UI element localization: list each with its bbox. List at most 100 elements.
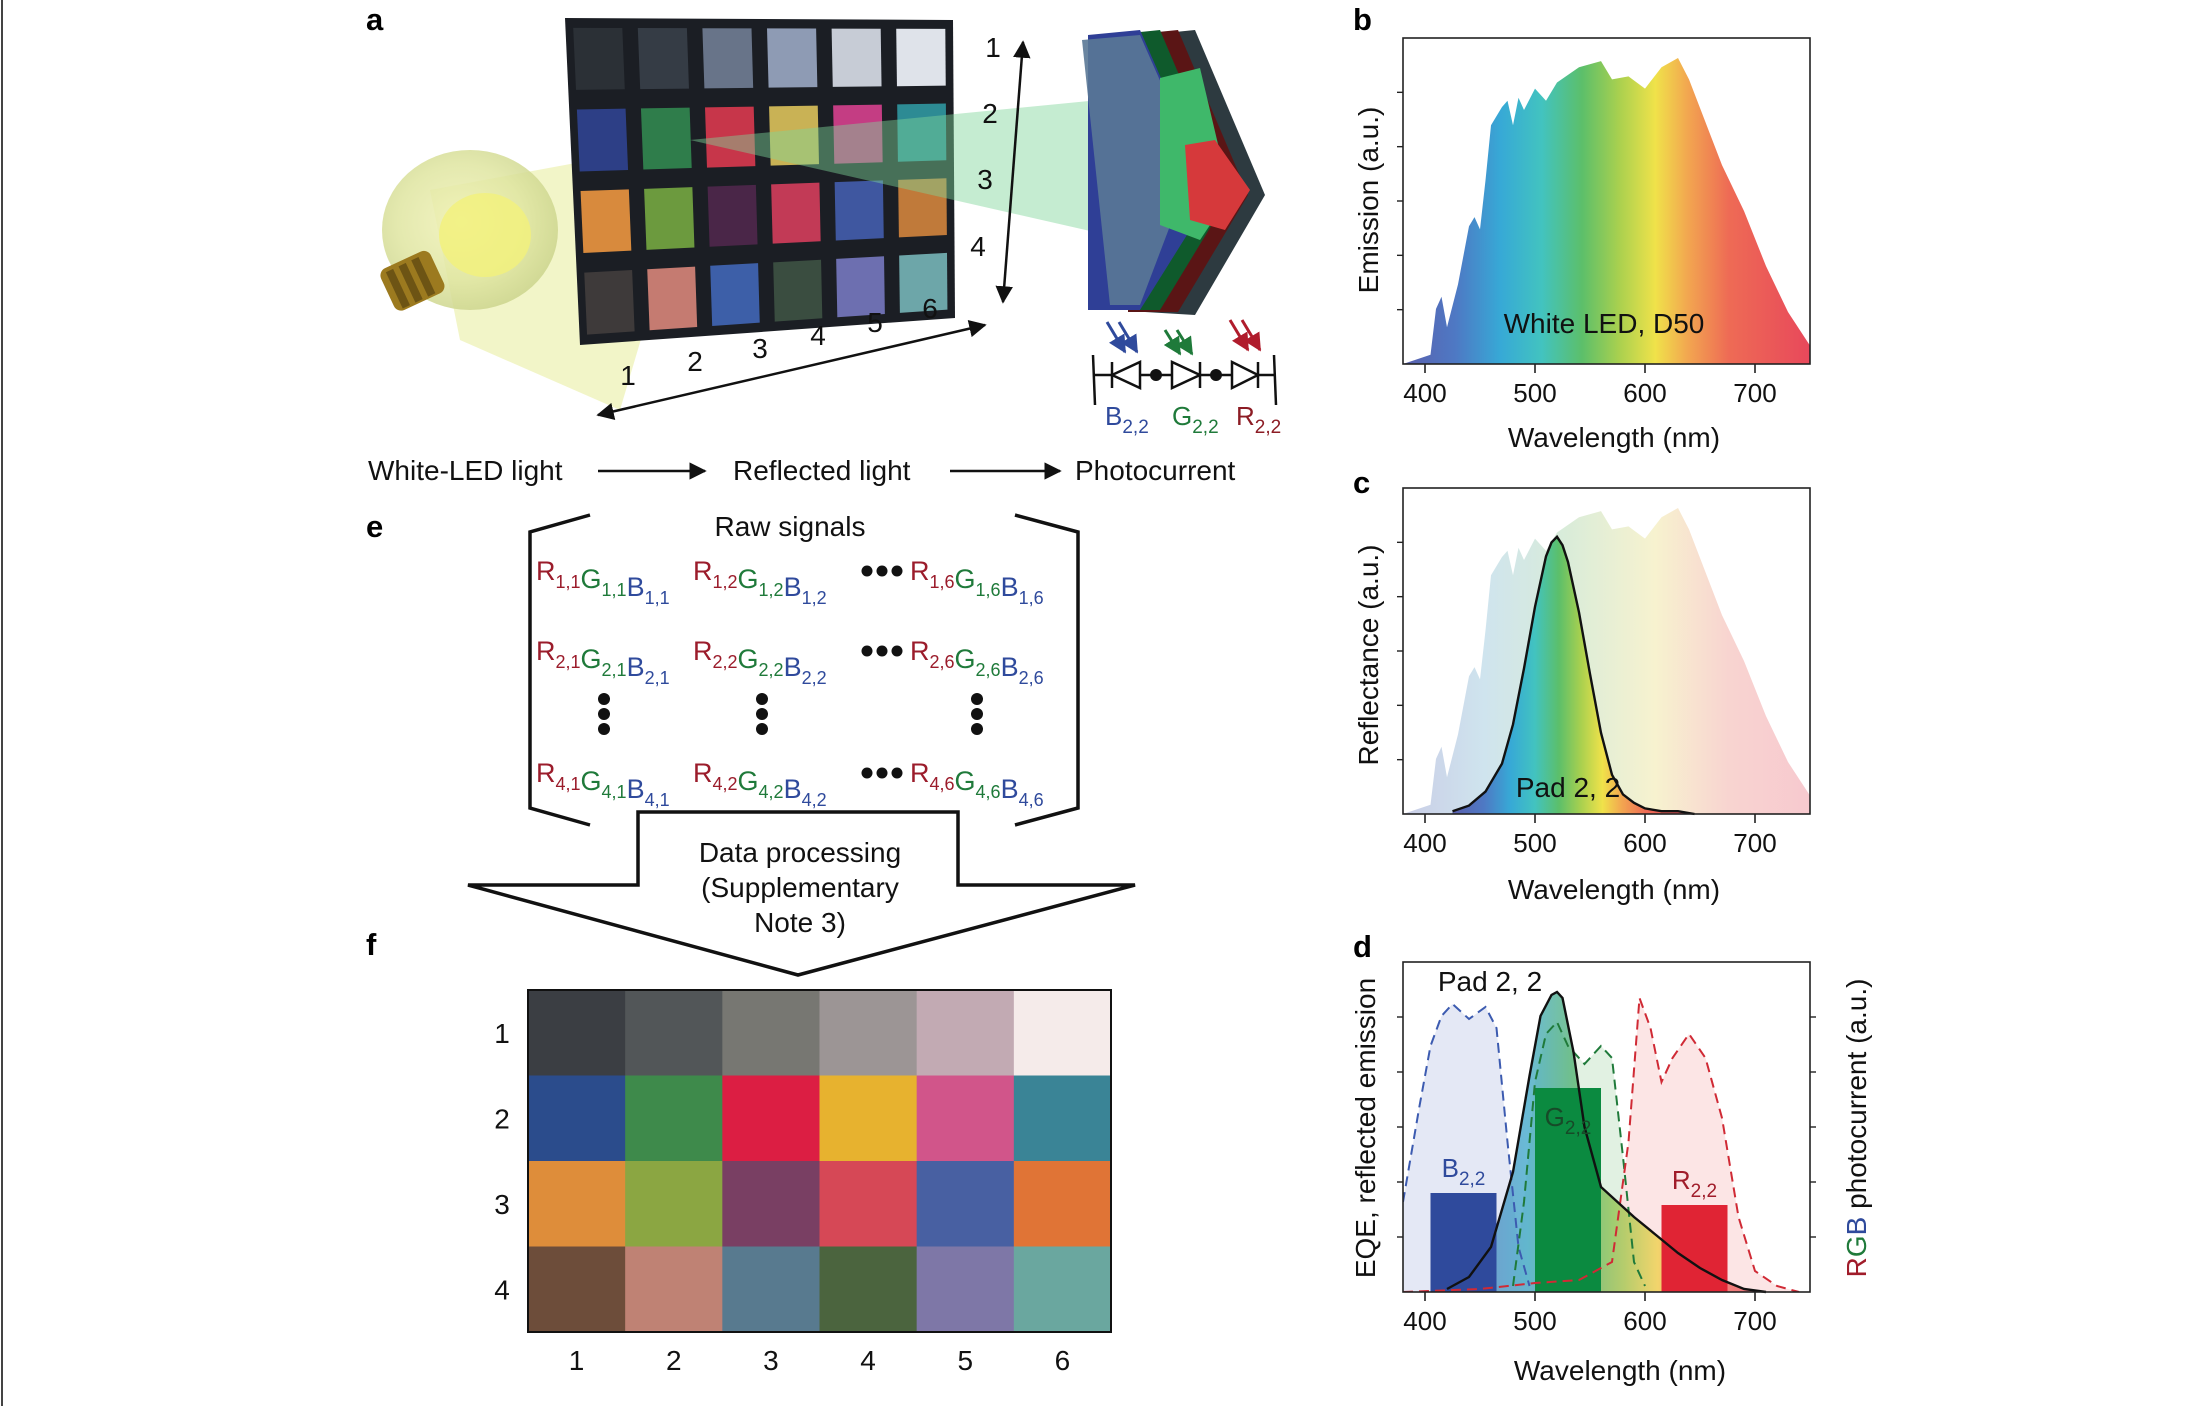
checker-tile [644, 187, 695, 250]
grid-row-label: 3 [494, 1189, 510, 1220]
panel-a: a 1 2 3 4 1 2 3 4 5 6 [366, 2, 1281, 486]
light-arrows-red [1228, 319, 1262, 352]
row-number-labels: 1 2 3 4 [970, 32, 1001, 262]
flow-white-led: White-LED light [368, 455, 563, 486]
row-number: 1 [985, 32, 1001, 63]
x-tick-label: 400 [1403, 378, 1446, 408]
color-checker-tiles [573, 27, 948, 335]
grid-cell [916, 1161, 1015, 1247]
eqe-x-label: Wavelength (nm) [1514, 1355, 1726, 1386]
grid-cell [916, 1075, 1015, 1162]
grid-col-label: 3 [763, 1345, 779, 1376]
signal-triplet: R4,2G4,2B4,2 [693, 758, 827, 810]
checker-tile [584, 270, 635, 335]
emission-x-label: Wavelength (nm) [1508, 422, 1720, 453]
signal-triplet: R1,2G1,2B1,2 [693, 556, 827, 608]
grid-row-label: 4 [494, 1274, 510, 1305]
eqe-annotation: Pad 2, 2 [1438, 966, 1542, 997]
checker-tile [898, 178, 947, 238]
horizontal-ellipsis-dot [876, 767, 888, 779]
signal-triplet: R2,2G2,2B2,2 [693, 636, 827, 688]
processing-text-1: Data processing [699, 837, 901, 868]
column-number: 6 [922, 293, 938, 324]
emission-annotation: White LED, D50 [1504, 308, 1705, 339]
panel-d: d 400 500 600 700 B2,2 G2,2 R2,2 EQE, reflecte… [1350, 929, 1872, 1386]
reflectance-fill [1452, 536, 1695, 814]
signal-triplet: R1,6G1,6B1,6 [910, 556, 1044, 608]
raw-signal-grid: R1,1G1,1B1,1 R1,2G1,2B1,2 R1,6G1,6B1,6 R2,1… [536, 556, 1044, 810]
x-tick-label: 600 [1623, 828, 1666, 858]
x-tick-label: 700 [1733, 828, 1776, 858]
circuit-node [1150, 369, 1162, 381]
checker-tile [771, 182, 821, 244]
processing-arrow [467, 810, 1136, 977]
grid-col-label: 2 [666, 1345, 682, 1376]
horizontal-ellipsis-dot [876, 565, 888, 577]
reflectance-y-label: Reflectance (a.u.) [1353, 545, 1384, 766]
photodetector-stack [1082, 30, 1265, 315]
column-number: 3 [752, 333, 768, 364]
checker-tile [767, 28, 818, 88]
horizontal-ellipsis-dot [861, 565, 873, 577]
grid-cell [722, 1075, 820, 1162]
panel-letter-b: b [1353, 2, 1372, 37]
column-number-labels: 1 2 3 4 5 6 [620, 293, 938, 391]
panel-letter-e: e [366, 509, 383, 544]
x-tick-label: 600 [1623, 378, 1666, 408]
col-axis-arrow [596, 320, 987, 420]
x-tick-label: 500 [1513, 378, 1556, 408]
panel-f: f 1 2 3 4 1 2 3 4 5 6 [366, 927, 1112, 1376]
horizontal-ellipsis-dot [861, 645, 873, 657]
grid-col-label: 4 [860, 1345, 876, 1376]
row-number: 4 [970, 231, 986, 262]
grid-cell [528, 990, 626, 1076]
eqe-green-curve [1512, 1020, 1646, 1287]
flow-photocurrent: Photocurrent [1075, 455, 1236, 486]
light-arrows-green [1163, 329, 1194, 356]
grid-cell [916, 990, 1015, 1076]
led-bulb-core [439, 193, 531, 277]
x-tick-label: 500 [1513, 1306, 1556, 1336]
grid-axis-labels: 1 2 3 4 1 2 3 4 5 6 [494, 1018, 1070, 1376]
emission-y-label: Emission (a.u.) [1353, 107, 1384, 294]
grid-frame [527, 989, 1112, 1333]
column-number: 1 [620, 360, 636, 391]
signal-triplet: R2,6G2,6B2,6 [910, 636, 1044, 688]
bar-label: B2,2 [1442, 1153, 1486, 1190]
checker-tile [710, 263, 760, 326]
circuit-node [1210, 369, 1222, 381]
bulb-socket [380, 250, 445, 311]
checker-tile [773, 259, 823, 322]
emission-spectrum [1403, 58, 1810, 364]
grid-cell [819, 1161, 918, 1247]
x-tick-label: 500 [1513, 828, 1556, 858]
grid-cell [819, 1246, 918, 1333]
row-axis-arrow [995, 40, 1031, 304]
panel-e: e Raw signals R1,1G1,1B1,1R1,2G1,2B1,2R1… [366, 509, 1136, 977]
grid-col-label: 5 [957, 1345, 973, 1376]
checker-tile [833, 104, 883, 164]
column-number: 2 [687, 346, 703, 377]
emission-plot: 400 500 600 700 [1397, 37, 1811, 408]
grid-cell [722, 1161, 820, 1247]
x-tick-label: 400 [1403, 828, 1446, 858]
checker-tile [897, 103, 947, 162]
flow-reflected: Reflected light [733, 455, 911, 486]
checker-tile [647, 266, 698, 331]
checker-tile [580, 189, 632, 254]
reflectance-x-label: Wavelength (nm) [1508, 874, 1720, 905]
photocurrent-y-label: RGB photocurrent (a.u.) [1841, 979, 1872, 1278]
horizontal-ellipsis-dot [891, 767, 903, 779]
grid-col-label: 1 [569, 1345, 585, 1376]
reflectance-curve [1452, 534, 1695, 816]
row-number: 3 [977, 164, 993, 195]
eqe-y-label: EQE, reflected emission [1350, 978, 1381, 1278]
detector-circuit [1091, 354, 1278, 406]
checker-tile [769, 105, 820, 166]
x-tick-label: 700 [1733, 378, 1776, 408]
grid-cell [528, 1246, 626, 1333]
horizontal-ellipsis-dot [891, 565, 903, 577]
panel-b: b 400 500 600 700 Emission (a.u.) Wavelengt… [1353, 2, 1811, 453]
grid-cell [528, 1075, 626, 1162]
